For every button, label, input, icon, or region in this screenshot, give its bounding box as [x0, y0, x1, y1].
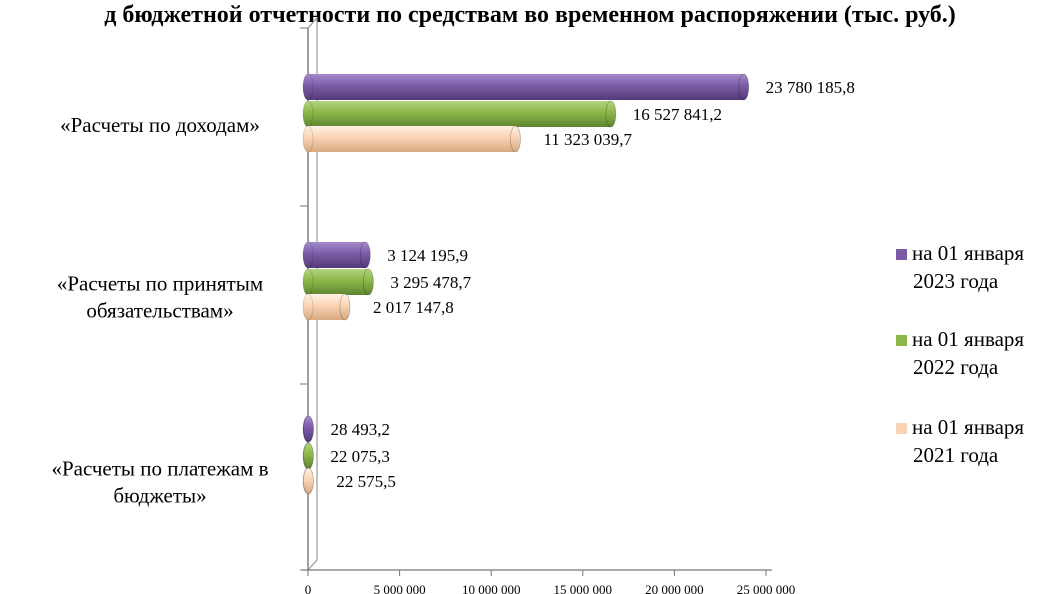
category-labels: «Расчеты по доходам» «Расчеты по принятым… — [51, 113, 268, 508]
x-tick-label: 20 000 000 — [645, 582, 704, 594]
data-label: 22 075,3 — [330, 447, 390, 466]
bar — [302, 100, 617, 128]
category-label: «Расчеты по платежам в — [51, 457, 268, 481]
data-label: 3 295 478,7 — [390, 273, 471, 292]
data-label: 28 493,2 — [331, 420, 391, 439]
legend-label: на 01 января — [912, 241, 1024, 265]
chart-title: д бюджетной отчетности по средствам во в… — [104, 2, 956, 28]
bar — [302, 467, 314, 495]
bar — [302, 268, 374, 296]
data-label: 16 527 841,2 — [633, 105, 722, 124]
category-label: «Расчеты по принятым — [57, 272, 263, 296]
legend-label: 2022 года — [913, 355, 999, 379]
legend: на 01 января 2023 года на 01 января 2022 го… — [896, 241, 1024, 467]
legend-swatch — [896, 423, 907, 434]
bar — [302, 442, 314, 470]
bars: 23 780 185,8 3 124 195,9 28 493,2 16 527 84… — [302, 73, 855, 495]
category-label: обязательствам» — [86, 299, 233, 323]
x-tick-label: 10 000 000 — [462, 582, 521, 594]
legend-label: на 01 января — [912, 415, 1024, 439]
category-label: бюджеты» — [113, 484, 206, 508]
bar — [302, 73, 750, 101]
x-tick-labels: 0 5 000 000 10 000 000 15 000 000 20 000 000… — [305, 582, 796, 594]
legend-label: 2021 года — [913, 443, 999, 467]
legend-swatch — [896, 335, 907, 346]
data-label: 11 323 039,7 — [543, 130, 632, 149]
legend-label: 2023 года — [913, 269, 999, 293]
x-tick-label: 25 000 000 — [737, 582, 796, 594]
bar — [302, 293, 351, 321]
legend-swatch — [896, 249, 907, 260]
x-tick-label: 0 — [305, 582, 312, 594]
data-label: 23 780 185,8 — [766, 78, 855, 97]
data-label: 22 575,5 — [336, 472, 396, 491]
category-label: «Расчеты по доходам» — [60, 113, 260, 137]
data-label: 2 017 147,8 — [373, 298, 454, 317]
legend-label: на 01 января — [912, 327, 1024, 351]
bar — [302, 241, 371, 269]
x-tick-label: 15 000 000 — [554, 582, 613, 594]
legend-item: на 01 января 2021 года — [896, 415, 1024, 467]
x-tick-label: 5 000 000 — [374, 582, 426, 594]
legend-item: на 01 января 2023 года — [896, 241, 1024, 293]
data-label: 3 124 195,9 — [387, 246, 468, 265]
bar — [302, 125, 521, 153]
bar — [302, 415, 314, 443]
legend-item: на 01 января 2022 года — [896, 327, 1024, 379]
